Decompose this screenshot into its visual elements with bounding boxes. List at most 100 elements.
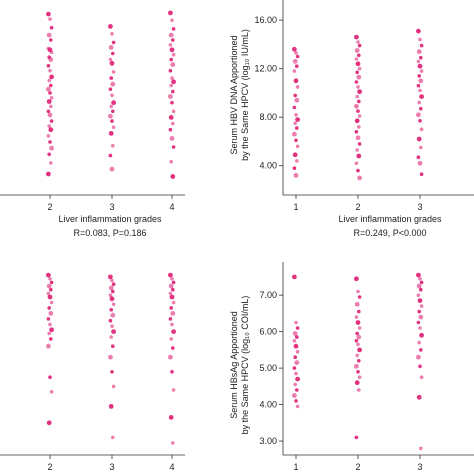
data-point xyxy=(416,155,421,159)
data-point xyxy=(292,274,297,280)
data-point xyxy=(46,420,52,426)
data-point xyxy=(47,306,51,310)
data-point xyxy=(49,119,54,123)
data-point xyxy=(354,103,359,109)
data-point xyxy=(108,57,113,62)
data-point xyxy=(48,277,52,281)
data-point xyxy=(169,159,173,164)
data-point xyxy=(418,37,422,42)
data-point xyxy=(48,57,54,62)
data-point xyxy=(171,38,175,42)
data-point xyxy=(294,320,298,325)
data-point xyxy=(292,59,298,64)
data-point xyxy=(293,343,299,349)
data-point xyxy=(293,93,298,98)
data-point xyxy=(417,160,423,166)
y-tick-label: 5.00 xyxy=(259,363,277,373)
data-point xyxy=(354,276,359,282)
data-point xyxy=(49,287,53,292)
data-point xyxy=(292,166,297,170)
data-point xyxy=(108,131,114,136)
data-point xyxy=(110,324,114,329)
data-point xyxy=(357,53,361,58)
data-point xyxy=(46,11,51,17)
data-point xyxy=(168,317,173,321)
data-point xyxy=(168,43,173,47)
x-tick-label: 3 xyxy=(417,202,422,212)
data-point xyxy=(419,172,424,176)
data-point xyxy=(417,298,423,303)
data-point xyxy=(295,326,300,330)
data-point xyxy=(168,283,174,289)
data-point xyxy=(293,121,298,126)
data-point xyxy=(171,300,176,305)
data-point xyxy=(355,70,360,75)
data-point xyxy=(170,311,176,316)
data-point xyxy=(168,291,173,296)
data-point xyxy=(416,283,422,289)
data-point xyxy=(110,119,114,123)
data-point xyxy=(292,366,297,370)
data-point xyxy=(47,152,51,157)
data-point xyxy=(48,127,54,133)
data-point xyxy=(292,393,297,398)
data-point xyxy=(356,40,360,44)
data-point xyxy=(357,43,362,48)
data-point xyxy=(293,382,298,387)
data-point xyxy=(170,370,174,374)
data-point xyxy=(170,100,174,105)
data-point xyxy=(418,119,422,123)
data-point xyxy=(355,61,361,67)
data-point xyxy=(419,127,424,132)
data-point xyxy=(109,296,115,302)
x-axis-title: Liver inflammation grades xyxy=(338,214,442,224)
data-point xyxy=(295,349,300,354)
data-point xyxy=(49,300,54,305)
data-point xyxy=(419,69,424,73)
x-tick-label: 2 xyxy=(47,202,52,212)
data-point xyxy=(108,113,113,119)
data-point xyxy=(109,166,115,172)
x-tick-label: 1 xyxy=(293,462,298,472)
data-point xyxy=(417,340,422,345)
points-group xyxy=(292,272,424,451)
data-point xyxy=(111,125,116,130)
data-point xyxy=(418,277,422,281)
data-point xyxy=(416,28,421,34)
data-point xyxy=(357,326,362,330)
data-point xyxy=(108,293,113,298)
data-point xyxy=(356,168,360,173)
data-point xyxy=(416,59,421,64)
data-point xyxy=(294,360,300,365)
x-ticks: 2 3 4 xyxy=(47,195,175,212)
data-point xyxy=(294,113,298,117)
data-point xyxy=(170,18,174,23)
data-point xyxy=(108,404,114,409)
data-point xyxy=(295,159,299,163)
data-point xyxy=(48,375,52,380)
data-point xyxy=(49,327,54,333)
y-tick-label: 7.00 xyxy=(259,290,277,300)
data-point xyxy=(355,148,360,152)
data-point xyxy=(170,277,174,281)
data-point xyxy=(171,27,176,31)
data-point xyxy=(170,322,174,327)
y-tick-label: 12.00 xyxy=(254,64,277,74)
data-point xyxy=(354,315,359,319)
data-point xyxy=(111,40,116,45)
data-point xyxy=(354,34,359,40)
data-point xyxy=(49,337,53,341)
data-point xyxy=(110,32,114,36)
data-point xyxy=(48,91,52,95)
panel-bottom-left: 2 3 4 xyxy=(0,272,185,472)
data-point xyxy=(171,441,175,445)
data-point xyxy=(416,112,421,118)
data-point xyxy=(295,117,300,122)
data-point xyxy=(46,291,51,296)
data-point xyxy=(416,293,421,298)
data-point xyxy=(47,112,53,118)
data-point xyxy=(417,309,422,314)
data-point xyxy=(418,364,422,369)
data-point xyxy=(419,145,423,150)
data-point xyxy=(294,371,298,376)
